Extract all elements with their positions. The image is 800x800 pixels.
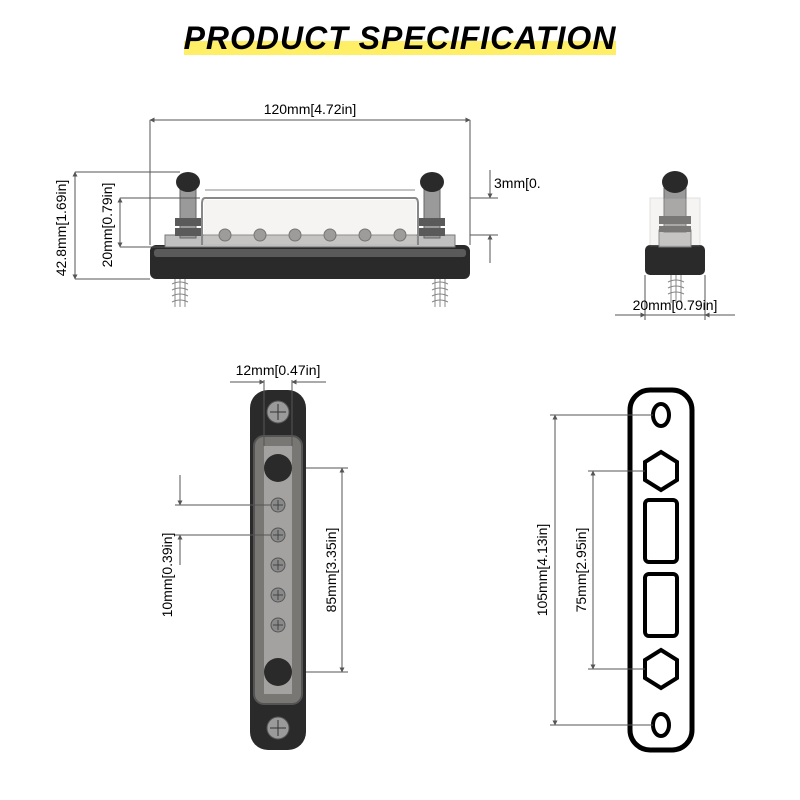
- dim-front-inner-h: 20mm[0.79in]: [99, 183, 115, 268]
- side-view: 20mm[0.79in]: [555, 70, 785, 330]
- bottom-view: 105mm[4.13in] 75mm[2.95in]: [470, 360, 770, 790]
- dim-top-inner-len: 85mm[3.35in]: [323, 528, 339, 613]
- page-title: PRODUCT SPECIFICATION: [0, 20, 800, 57]
- dim-top-pitch: 10mm[0.39in]: [159, 533, 175, 618]
- top-view-cover: 12mm[0.47in] 10mm[0.39in] 85mm[3.35in]: [60, 360, 420, 790]
- dim-top-bar-w: 12mm[0.47in]: [236, 362, 321, 378]
- dim-front-height: 42.8mm[1.69in]: [53, 180, 69, 277]
- front-view: 120mm[4.72in] 3mm[0.12in] 42.8mm[1.69in]…: [20, 70, 540, 330]
- title-text: PRODUCT SPECIFICATION: [184, 20, 617, 56]
- dim-front-gap: 3mm[0.12in]: [494, 175, 540, 191]
- dim-bottom-len: 105mm[4.13in]: [534, 524, 550, 617]
- dim-side-width: 20mm[0.79in]: [633, 297, 718, 313]
- dim-front-width: 120mm[4.72in]: [264, 101, 357, 117]
- dim-bottom-inner-len: 75mm[2.95in]: [573, 528, 589, 613]
